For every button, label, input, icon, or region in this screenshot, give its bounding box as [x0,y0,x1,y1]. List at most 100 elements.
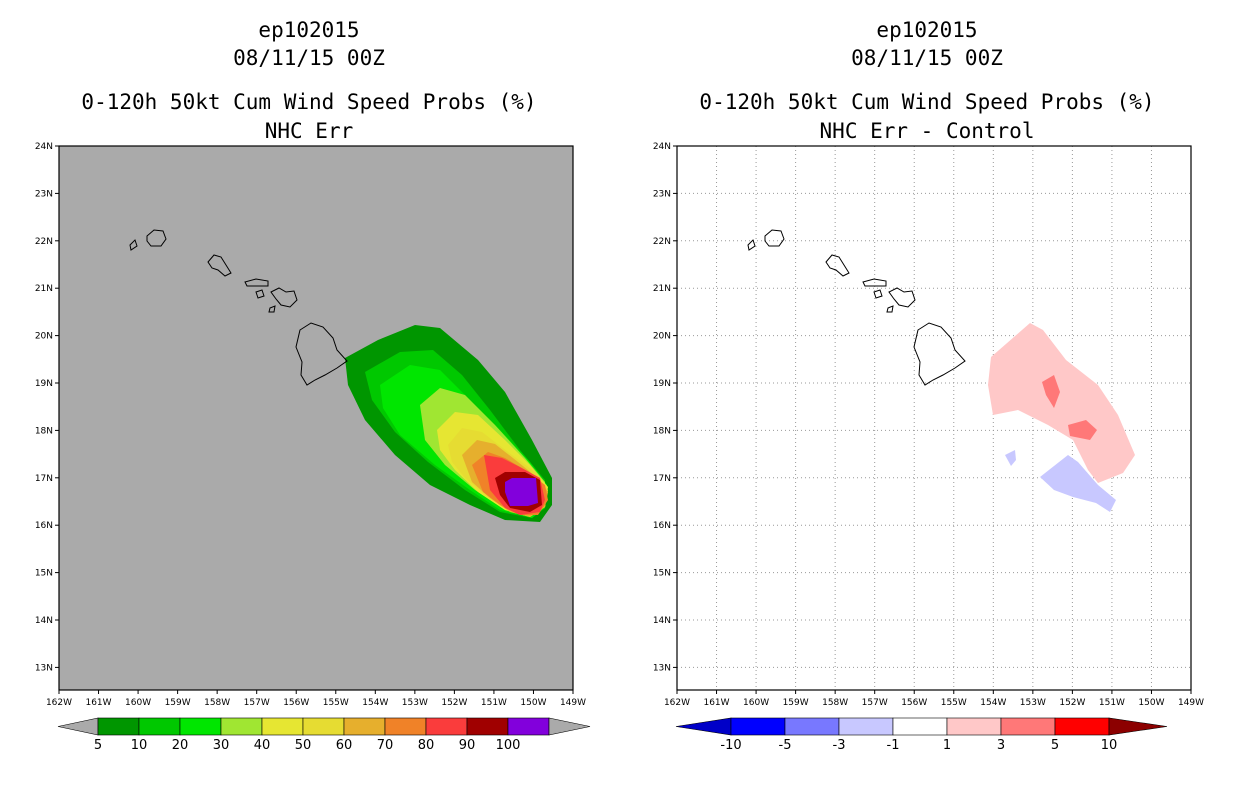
colorbar-low-arrow [675,717,732,736]
lat-label: 15N [35,569,53,579]
storm-id-title: ep102015 [258,18,360,42]
contour-pos-3b [1068,420,1097,440]
subtitle: NHC Err [264,119,354,143]
colorbar-swatch [343,717,386,736]
lat-label: 21N [653,284,671,294]
lon-label: 155W [323,698,349,708]
lon-label: 161W [85,698,111,708]
lat-label: 15N [653,569,671,579]
colorbar-swatch [179,717,222,736]
colorbar-label: 50 [295,738,312,753]
latitude-axis: 24N 23N 22N 21N 20N 19N 18N 17N 16N 15N 14N 13N [35,142,59,673]
lon-label: 151W [481,698,507,708]
lat-label: 14N [653,616,671,626]
lon-label: 149W [1178,698,1204,708]
colorbar-high-arrow [548,717,591,736]
island-oahu [207,254,232,277]
lon-label: 155W [941,698,967,708]
colorbar-label: -5 [779,738,792,753]
right-panel: ep102015 08/11/15 00Z 0-120h 50kt Cum Wi… [618,0,1236,800]
contour-pos-3a [1042,375,1060,408]
lon-label: 154W [362,698,388,708]
colorbar-label: 1 [943,738,951,753]
lon-label: 160W [125,698,151,708]
island-lanai [873,289,883,299]
contour-neg-1b [1040,455,1116,512]
lat-label: 13N [653,663,671,673]
right-map: 24N 23N 22N 21N 20N 19N 18N 17N 16N 15N 14N 13N 162… [653,142,1204,753]
longitude-axis: 162W 161W 160W 159W 158W 157W 156W 155W 154W 153W… [664,690,1204,708]
lon-label: 158W [204,698,230,708]
lon-label: 158W [822,698,848,708]
lat-label: 18N [35,426,53,436]
lon-label: 162W [46,698,72,708]
lon-label: 154W [980,698,1006,708]
colorbar-high-arrow [1108,717,1168,736]
colorbar-label: 90 [459,738,476,753]
island-kahoolawe [886,305,894,313]
colorbar-label: 80 [418,738,435,753]
colorbar-swatch [730,717,786,736]
colorbar-label: -1 [887,738,900,753]
lon-label: 161W [703,698,729,708]
lon-label: 149W [560,698,586,708]
difference-contours [988,323,1135,512]
lon-label: 150W [1138,698,1164,708]
lon-label: 157W [244,698,270,708]
lon-label: 153W [1020,698,1046,708]
lon-label: 157W [862,698,888,708]
lon-label: 152W [441,698,467,708]
island-lanai [255,289,265,299]
lat-label: 17N [653,474,671,484]
colorbar-label: 10 [131,738,148,753]
colorbar-swatch [838,717,894,736]
contour-pos-1 [988,323,1135,483]
left-map: 24N 23N 22N 21N 20N 19N 18N 17N 16N 15N 14N 13N 162… [35,142,591,753]
colorbar-swatch [1054,717,1110,736]
lon-label: 156W [283,698,309,708]
colorbar-label: 30 [213,738,230,753]
colorbar-label: 20 [172,738,189,753]
lat-label: 13N [35,663,53,673]
lon-label: 152W [1059,698,1085,708]
island-maui [888,287,916,308]
island-niihau [129,239,138,251]
island-niihau [747,239,756,251]
lat-label: 23N [35,189,53,199]
lat-label: 20N [653,332,671,342]
colorbar-swatch [302,717,345,736]
lat-label: 24N [653,142,671,152]
colorbar-label: 40 [254,738,271,753]
lon-label: 159W [783,698,809,708]
lat-label: 19N [35,379,53,389]
lon-label: 151W [1099,698,1125,708]
island-oahu [825,254,850,277]
date-title: 08/11/15 00Z [233,46,385,70]
lat-label: 23N [653,189,671,199]
map-frame [676,145,1192,691]
lat-label: 22N [35,237,53,247]
colorbar-label: 10 [1101,738,1118,753]
lon-label: 162W [664,698,690,708]
hawaii-islands [747,229,966,386]
island-kauai [764,229,785,247]
colorbar-label: 70 [377,738,394,753]
colorbar-swatch [384,717,427,736]
colorbar-swatch [507,717,550,736]
contour-100 [505,478,538,506]
colorbar-label: 5 [1051,738,1059,753]
hawaii-islands [129,229,348,386]
island-molokai [244,278,269,287]
colorbar-right: -10 -5 -3 -1 1 3 5 10 [675,717,1168,753]
island-kahoolawe [268,305,276,313]
colorbar-label: -10 [720,738,741,753]
product-title: 0-120h 50kt Cum Wind Speed Probs (%) [81,90,537,114]
probability-contours [345,325,552,522]
latitude-axis: 24N 23N 22N 21N 20N 19N 18N 17N 16N 15N 14N 13N [653,142,677,673]
lat-label: 17N [35,474,53,484]
product-title: 0-120h 50kt Cum Wind Speed Probs (%) [699,90,1155,114]
lat-label: 14N [35,616,53,626]
island-kauai [146,229,167,247]
lat-label: 22N [653,237,671,247]
contour-neg-1a [1005,450,1016,466]
